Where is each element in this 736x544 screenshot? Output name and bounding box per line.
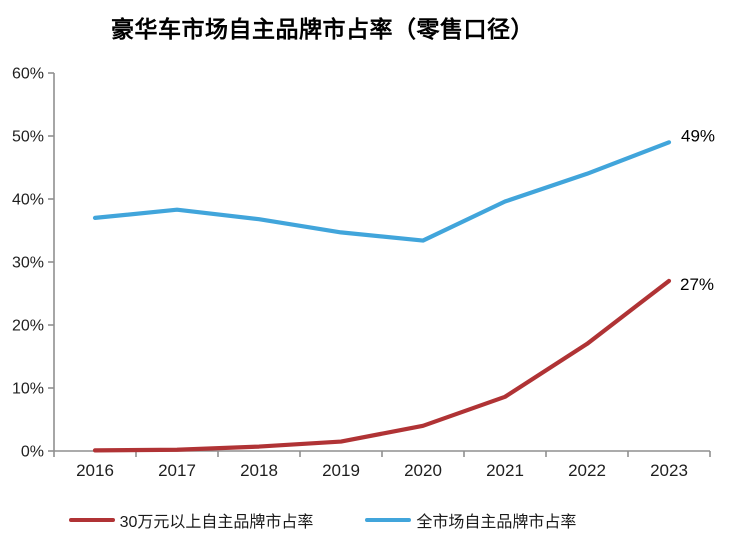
series-line bbox=[92, 278, 672, 453]
series-end-data-label: 27% bbox=[680, 275, 714, 294]
x-axis-tick-label: 2016 bbox=[76, 461, 114, 480]
legend-item-above-300k: 30万元以上自主品牌市占率 bbox=[68, 508, 314, 532]
series-line bbox=[92, 140, 672, 243]
y-axis-tick-label: 0% bbox=[21, 444, 44, 461]
x-axis-tick-label: 2019 bbox=[322, 461, 360, 480]
legend-item-full-market: 全市场自主品牌市占率 bbox=[365, 508, 576, 532]
legend-label-full-market: 全市场自主品牌市占率 bbox=[416, 514, 577, 531]
y-axis-tick-label: 30% bbox=[12, 255, 44, 272]
x-axis-tick-label: 2023 bbox=[650, 461, 688, 480]
y-axis-tick-label: 60% bbox=[12, 66, 44, 83]
y-axis-tick-label: 20% bbox=[12, 318, 44, 335]
legend-label-above-300k: 30万元以上自主品牌市占率 bbox=[119, 514, 314, 531]
x-axis-tick-label: 2022 bbox=[568, 461, 606, 480]
red-line-sample-icon bbox=[68, 518, 115, 522]
chart-legend: 30万元以上自主品牌市占率 全市场自主品牌市占率 bbox=[0, 505, 645, 535]
y-axis-tick-label: 10% bbox=[12, 381, 44, 398]
x-axis-tick-label: 2020 bbox=[404, 461, 442, 480]
y-axis-tick-label: 50% bbox=[12, 129, 44, 146]
y-axis-tick-label: 40% bbox=[12, 192, 44, 209]
chart-title: 豪华车市场自主品牌市占率（零售口径） bbox=[111, 16, 534, 42]
x-axis-tick-label: 2021 bbox=[486, 461, 524, 480]
x-axis-tick-label: 2017 bbox=[158, 461, 196, 480]
series-end-data-label: 49% bbox=[681, 126, 715, 145]
x-axis-tick-label: 2018 bbox=[240, 461, 278, 480]
blue-line-sample-icon bbox=[365, 518, 412, 522]
